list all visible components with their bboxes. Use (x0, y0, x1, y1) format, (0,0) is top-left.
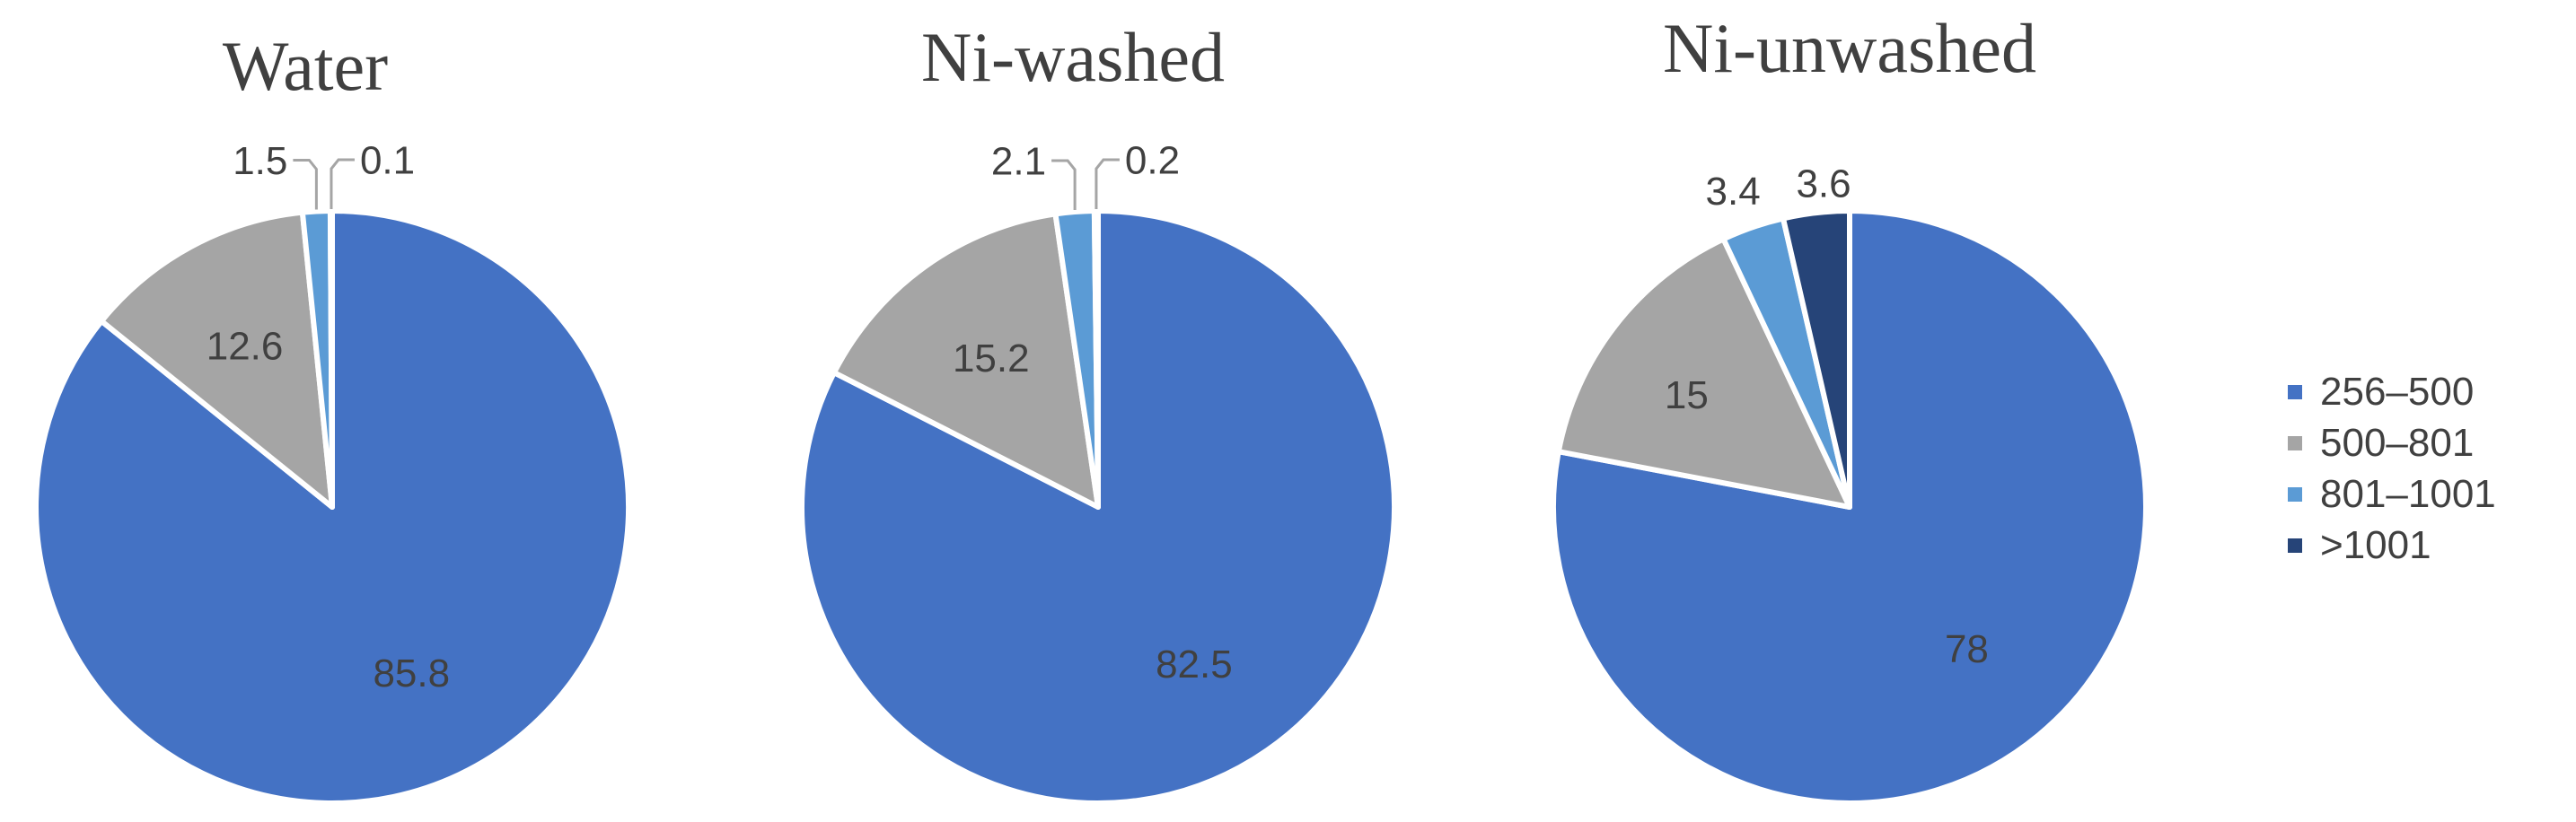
pie-slice (1551, 208, 2149, 806)
pie-slice (1091, 207, 1101, 510)
leader-line (293, 158, 318, 210)
data-label: 0.2 (1125, 138, 1180, 182)
pie-slice (831, 211, 1101, 510)
data-label: 85.8 (373, 651, 450, 695)
pie-title: Water (223, 27, 388, 105)
data-label: 12.6 (207, 324, 284, 368)
pie-title: Ni-washed (921, 18, 1225, 96)
data-label: 0.1 (360, 138, 415, 182)
data-label: 15.2 (953, 337, 1030, 380)
data-label: 15 (1665, 373, 1709, 417)
pie-slice (99, 209, 335, 510)
leader-line (330, 158, 355, 210)
pie-slice (1780, 208, 1852, 510)
pie-slice (327, 208, 335, 510)
legend-item: >1001 (2288, 523, 2431, 567)
legend-swatch (2288, 538, 2302, 553)
pie-chart-1: Water 85.8 12.6 1.5 0.1 (33, 27, 631, 806)
legend: 256–500 500–801 801–1001 >1001 (2288, 370, 2496, 567)
legend-swatch (2288, 487, 2302, 502)
legend-item: 256–500 (2288, 370, 2474, 414)
legend-item: 500–801 (2288, 421, 2474, 465)
legend-swatch (2288, 436, 2302, 450)
pie-chart-2: Ni-washed 82.5 15.2 2.1 0.2 (799, 18, 1397, 806)
pie-chart-3: Ni-unwashed 78 15 3.4 3.6 (1551, 9, 2149, 806)
leader-line (1051, 159, 1077, 211)
legend-label: 801–1001 (2320, 472, 2496, 516)
pie-slice (1555, 236, 1852, 510)
legend-label: 256–500 (2320, 370, 2474, 414)
data-label: 82.5 (1156, 643, 1233, 686)
data-label: 3.6 (1796, 162, 1851, 206)
legend-label: 500–801 (2320, 421, 2474, 465)
pie-title: Ni-unwashed (1663, 9, 2036, 87)
legend-item: 801–1001 (2288, 472, 2496, 516)
legend-swatch (2288, 385, 2302, 399)
data-label: 3.4 (1706, 170, 1761, 214)
legend-label: >1001 (2320, 523, 2431, 567)
data-label: 1.5 (233, 139, 287, 183)
data-label: 78 (1945, 627, 1989, 671)
leader-line (1095, 158, 1120, 210)
data-label: 2.1 (991, 139, 1046, 183)
